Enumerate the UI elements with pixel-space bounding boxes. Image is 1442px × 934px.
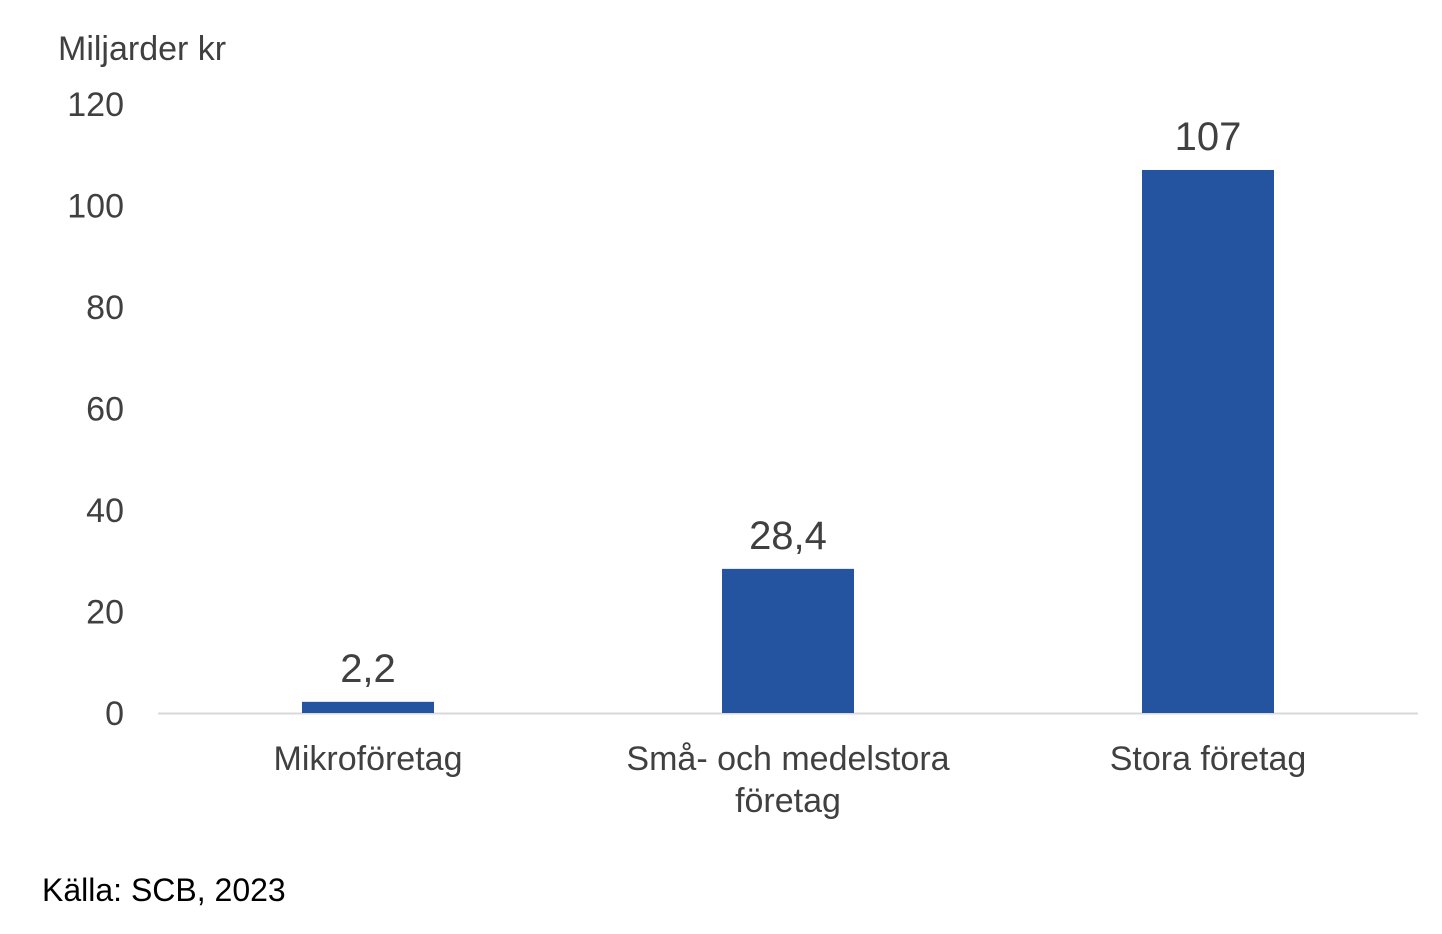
x-tick-label: företag xyxy=(735,782,841,820)
source-note: Källa: SCB, 2023 xyxy=(42,872,286,908)
y-tick-label: 80 xyxy=(86,289,124,327)
data-label: 28,4 xyxy=(749,514,827,558)
bar xyxy=(302,701,434,713)
x-tick-label: Mikroföretag xyxy=(274,740,463,778)
y-tick-label: 40 xyxy=(86,492,124,530)
y-tick-label: 100 xyxy=(67,188,124,226)
y-axis-unit-label: Miljarder kr xyxy=(58,30,227,68)
y-tick-label: 0 xyxy=(105,695,124,733)
y-tick-label: 120 xyxy=(67,86,124,124)
bar xyxy=(722,568,854,713)
bar-chart: 0 20 40 60 80 100 120 2,2 Mikroföretag 28,4 Små- o… xyxy=(67,86,1418,820)
x-tick-label: Stora företag xyxy=(1110,740,1307,778)
data-label: 2,2 xyxy=(340,647,396,691)
y-tick-label: 60 xyxy=(86,391,124,429)
bar xyxy=(1142,169,1274,714)
data-label: 107 xyxy=(1175,115,1242,159)
y-tick-label: 20 xyxy=(86,594,124,632)
x-tick-label: Små- och medelstora xyxy=(626,740,949,778)
